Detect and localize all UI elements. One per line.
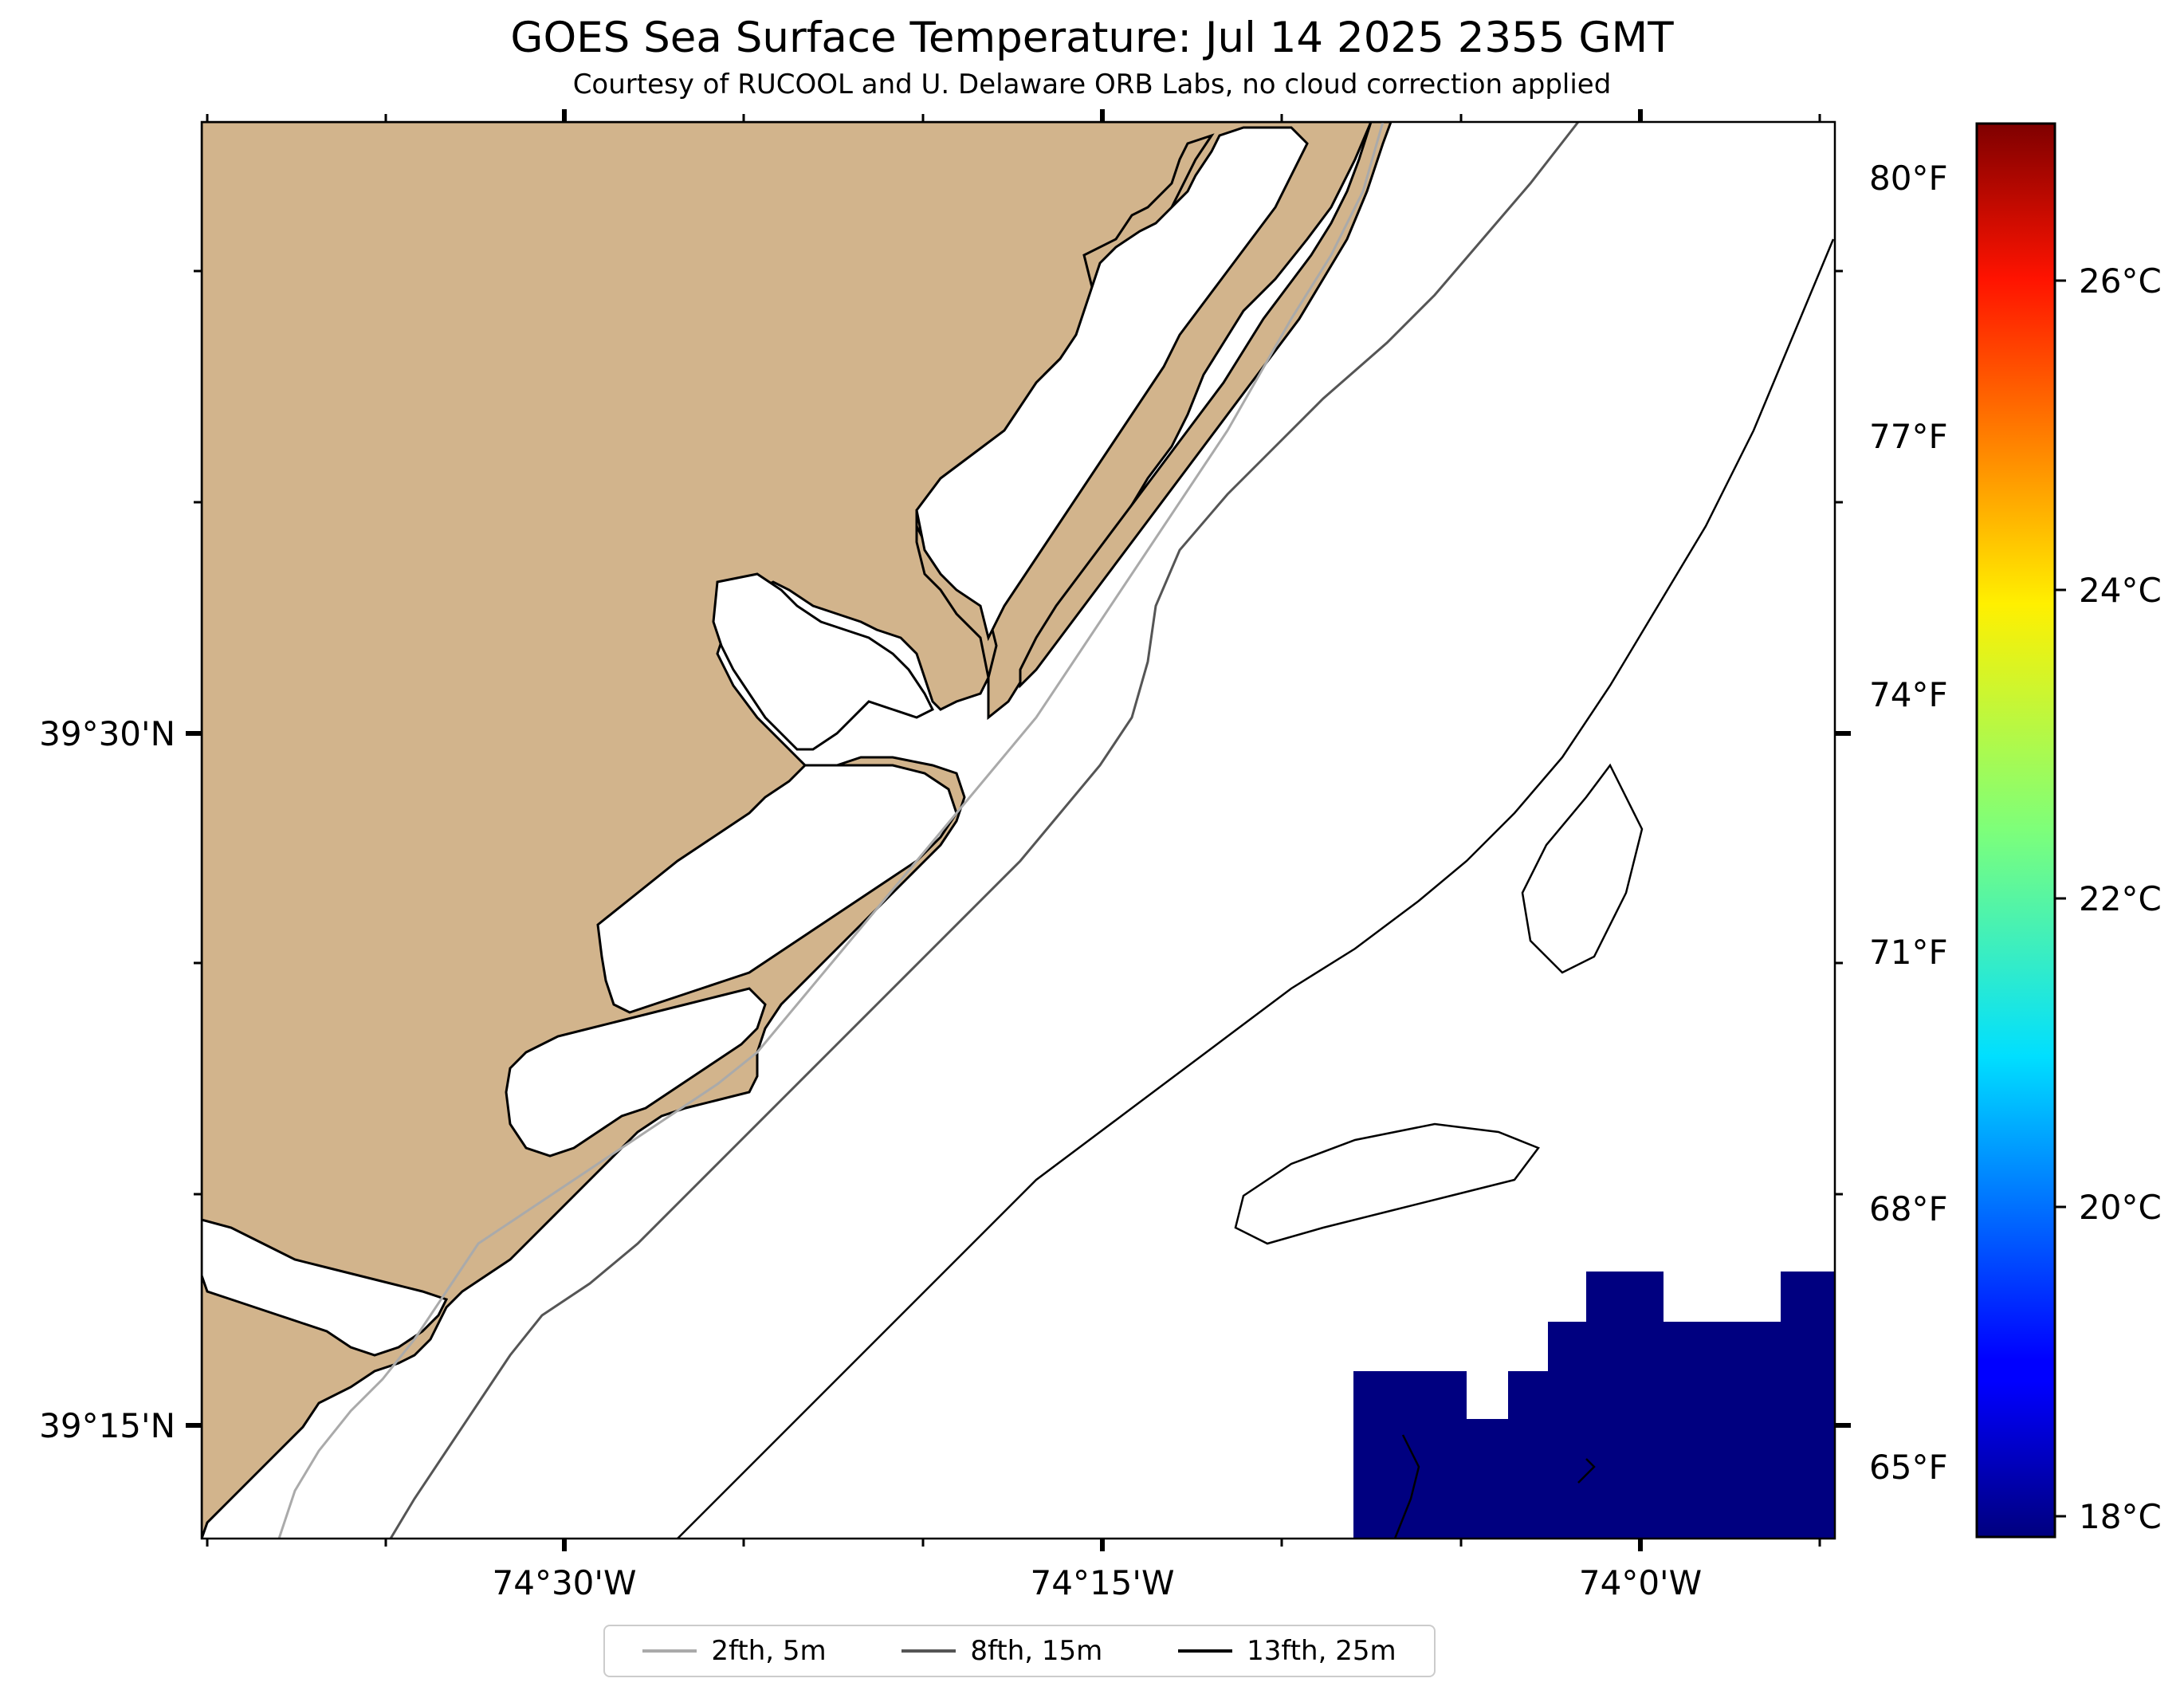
contour-2fth-5m <box>277 122 1385 1539</box>
legend-swatch-13fth <box>1178 1649 1233 1653</box>
bay-middle <box>712 572 935 751</box>
bay-north <box>915 126 1309 642</box>
legend-swatch-2fth <box>642 1649 697 1653</box>
legend-item-2fth: 2fth, 5m <box>642 1635 827 1667</box>
legend-item-8fth: 8fth, 15m <box>901 1635 1102 1667</box>
legend-swatch-8fth <box>901 1649 956 1653</box>
legend-label-2fth: 2fth, 5m <box>711 1635 827 1667</box>
f-label-65: 65°F <box>1869 1448 1948 1487</box>
contour-13fth-25m <box>677 238 1835 1539</box>
c-label-20: 20°C <box>2079 1188 2162 1227</box>
colorbar <box>1975 122 2056 1539</box>
f-label-71: 71°F <box>1869 933 1948 972</box>
f-label-74: 74°F <box>1869 675 1948 714</box>
lat-label-39-30: 39°30'N <box>39 714 175 753</box>
depth-contours <box>277 122 1835 1539</box>
sst-data-patch <box>1353 1272 1835 1539</box>
fahrenheit-axis: 80°F 77°F 74°F 71°F 68°F 65°F <box>1869 159 1948 1487</box>
colorbar-ticks <box>2055 279 2066 1518</box>
map-subtitle: Courtesy of RUCOOL and U. Delaware ORB L… <box>572 69 1612 100</box>
contour-legend: 2fth, 5m 8fth, 15m 13fth, 25m <box>603 1625 1436 1677</box>
c-label-26: 26°C <box>2079 261 2162 301</box>
c-label-24: 24°C <box>2079 571 2162 610</box>
lon-major-ticks <box>562 109 1643 1551</box>
f-label-68: 68°F <box>1869 1189 1948 1228</box>
legend-label-13fth: 13fth, 25m <box>1247 1635 1396 1667</box>
c-label-18: 18°C <box>2079 1497 2162 1536</box>
lat-label-39-15: 39°15'N <box>39 1406 175 1445</box>
lon-label-74-15: 74°15'W <box>1031 1563 1175 1602</box>
map-frame <box>200 120 1836 1540</box>
c-label-22: 22°C <box>2079 879 2162 918</box>
bay-south-b <box>505 987 767 1158</box>
map-title: GOES Sea Surface Temperature: Jul 14 202… <box>510 14 1674 62</box>
bay-south-c <box>202 1218 449 1357</box>
legend-item-13fth: 13fth, 25m <box>1178 1635 1396 1667</box>
lat-minor-ticks <box>194 269 1843 1196</box>
contour-8fth-15m <box>389 122 1580 1539</box>
lon-label-74-00: 74°0'W <box>1579 1563 1702 1602</box>
f-label-77: 77°F <box>1869 417 1948 456</box>
f-label-80: 80°F <box>1869 159 1948 198</box>
lat-major-ticks <box>186 731 1851 1428</box>
lon-minor-ticks <box>206 114 1821 1547</box>
outer-coastline <box>1019 122 1392 689</box>
lon-label-74-30: 74°30'W <box>493 1563 637 1602</box>
legend-label-8fth: 8fth, 15m <box>970 1635 1103 1667</box>
